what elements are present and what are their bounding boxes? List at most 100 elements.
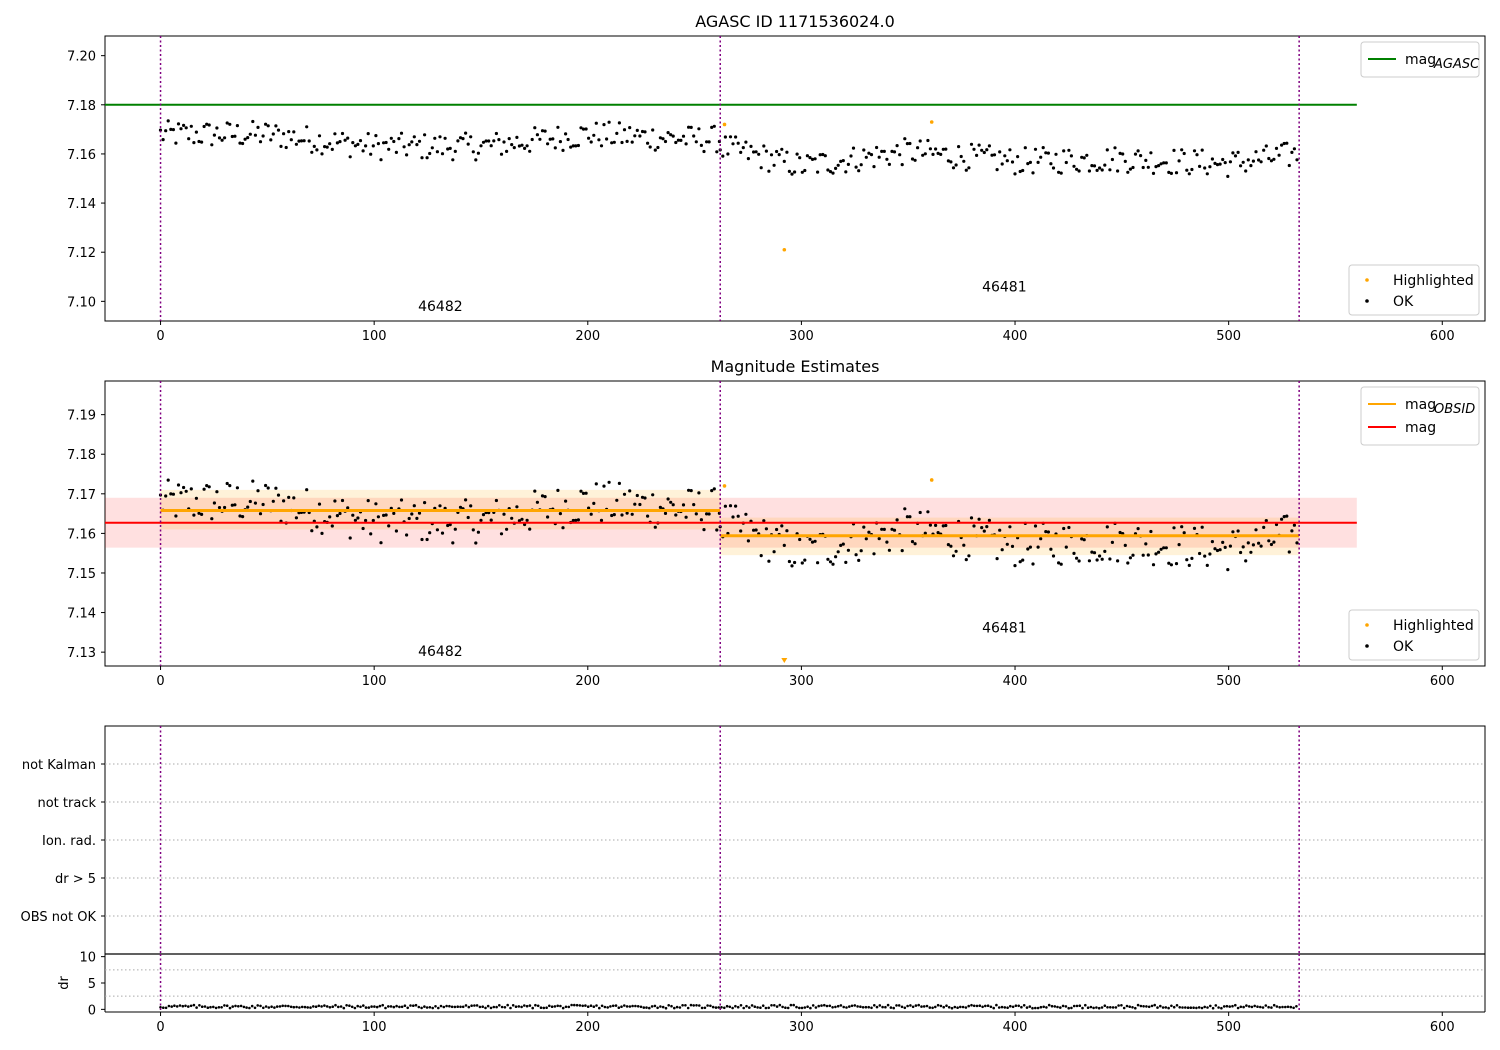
agasc-ok-point: [489, 144, 493, 148]
dr-point: [945, 1004, 948, 1007]
magnitude-estimates-ok-point: [235, 486, 239, 490]
agasc-ok-point: [816, 170, 820, 174]
magnitude-estimates-ok-point: [918, 510, 922, 515]
magnitude-estimates-ok-point: [1174, 562, 1179, 566]
agasc-highlighted-point: [722, 122, 727, 127]
dr-point: [345, 1004, 348, 1007]
magnitude-estimates-xtick-label: 400: [1003, 674, 1028, 689]
agasc-ok-point: [497, 138, 501, 142]
dr-point: [972, 1004, 976, 1008]
agasc-ok-point: [810, 157, 815, 161]
dr-point: [187, 1005, 190, 1008]
agasc-ok-point: [307, 139, 311, 143]
magnitude-estimates-ok-point: [248, 499, 252, 504]
dr-point: [539, 1006, 543, 1009]
agasc-ok-point: [176, 122, 181, 126]
magnitude-estimates-ok-point: [615, 498, 619, 502]
dr-point: [914, 1004, 918, 1007]
agasc-ok-point: [492, 139, 496, 143]
magnitude-estimates-ok-point: [1082, 538, 1086, 542]
dr-point: [459, 1005, 462, 1009]
agasc-ok-point: [292, 130, 296, 134]
dr-point: [1050, 1004, 1054, 1008]
magnitude-estimates-ok-point: [692, 503, 696, 507]
magnitude-estimates-ok-point: [854, 553, 858, 557]
magnitude-estimates-ok-point: [1059, 562, 1063, 566]
dr-point: [823, 1003, 826, 1007]
dr-point: [237, 1005, 240, 1008]
agasc-ok-point: [479, 144, 483, 148]
magnitude-estimates-ok-point: [371, 518, 375, 523]
agasc-ok-point: [749, 144, 753, 148]
agasc-ok-point: [946, 159, 951, 163]
magnitude-estimates-ok-point: [184, 489, 188, 493]
magnitude-estimates-ok-point: [587, 506, 591, 510]
dr-point: [475, 1004, 479, 1007]
magnitude-estimates-ok-point: [366, 499, 370, 503]
magnitude-estimates-ok-point: [864, 537, 868, 541]
dr-point: [292, 1005, 296, 1009]
magnitude-estimates-ok-point: [382, 513, 386, 518]
magnitude-estimates-ok-point: [328, 515, 332, 519]
dr-point: [453, 1005, 457, 1009]
agasc-ok-point: [1251, 159, 1255, 163]
agasc-ok-point: [1267, 156, 1271, 161]
magnitude-estimates-ok-point: [681, 503, 686, 507]
agasc-ok-point: [294, 142, 298, 146]
agasc-ok-point: [592, 133, 596, 137]
agasc-ok-point: [607, 120, 611, 124]
agasc-ok-point: [772, 163, 776, 167]
agasc-ok-point: [1174, 171, 1179, 175]
dr-point: [781, 1005, 784, 1009]
agasc-ok-point: [1133, 152, 1138, 156]
magnitude-estimates-ok-point: [1036, 545, 1040, 549]
agasc-ok-point: [767, 169, 771, 173]
agasc-ok-point: [699, 143, 704, 147]
dr-point: [1000, 1005, 1004, 1009]
agasc-ok-point: [823, 154, 827, 158]
magnitude-estimates-ok-point: [287, 495, 291, 499]
magnitude-estimates-ok-point: [1264, 519, 1268, 523]
agasc-ok-point: [908, 141, 912, 146]
agasc-ok-point: [851, 146, 856, 150]
magnitude-estimates-ok-point: [1008, 525, 1012, 529]
agasc-ok-point: [351, 141, 355, 145]
dr-point: [520, 1005, 523, 1009]
magnitude-estimates-ok-point: [982, 529, 986, 533]
dr-point: [312, 1005, 315, 1008]
agasc-ok-point: [1008, 148, 1012, 152]
dr-point: [1031, 1006, 1034, 1010]
dr-point: [759, 1006, 762, 1009]
dr-point: [273, 1006, 276, 1009]
dr-point: [550, 1005, 554, 1008]
magnitude-estimates-ok-point: [1228, 544, 1232, 548]
dr-point: [670, 1004, 673, 1008]
agasc-ok-point: [1169, 171, 1173, 175]
agasc-ok-point: [1280, 143, 1284, 147]
dr-point: [559, 1004, 562, 1008]
dr-point: [423, 1005, 426, 1008]
dr-point: [1147, 1005, 1151, 1009]
agasc-ok-point: [320, 152, 324, 156]
agasc-ok-point: [1082, 156, 1086, 160]
dr-point: [442, 1005, 446, 1009]
magnitude-estimates-ok-point: [617, 481, 622, 485]
magnitude-estimates-ok-point: [1098, 554, 1102, 558]
magnitude-estimates-ok-point: [471, 528, 475, 532]
dr-point: [200, 1005, 204, 1008]
magnitude-estimates-ok-point: [399, 498, 404, 502]
magnitude-estimates-ok-point: [810, 540, 815, 544]
agasc-ok-point: [1021, 168, 1025, 173]
dr-point: [1017, 1004, 1020, 1008]
dr-point: [228, 1006, 232, 1010]
agasc-ok-point: [681, 134, 686, 138]
magnitude-estimates-ok-point: [1105, 525, 1109, 529]
dr-point: [1036, 1006, 1040, 1010]
magnitude-estimates-offscale-marker: [781, 658, 788, 663]
magnitude-estimates-ok-point: [310, 529, 314, 533]
dr-point: [639, 1005, 643, 1009]
magnitude-estimates-ok-point: [271, 499, 275, 503]
dr-point: [1164, 1006, 1168, 1009]
magnitude-estimates-ok-point: [217, 506, 222, 510]
agasc-ok-point: [446, 147, 450, 151]
